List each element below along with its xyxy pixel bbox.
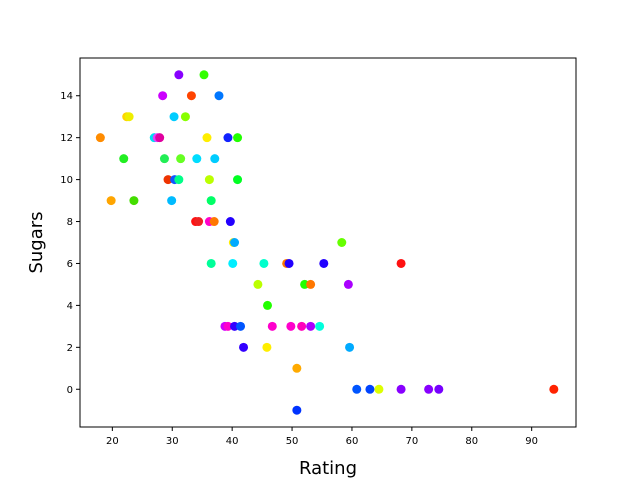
data-point <box>228 258 238 268</box>
y-tick-label: 14 <box>60 91 73 102</box>
data-point <box>223 133 233 143</box>
data-point <box>214 91 224 101</box>
data-point <box>180 112 190 122</box>
data-point <box>119 154 129 164</box>
data-point <box>286 321 296 331</box>
data-point <box>159 154 169 164</box>
data-point <box>262 342 272 352</box>
x-axis-title: Rating <box>299 458 357 479</box>
data-point <box>233 175 243 185</box>
x-tick-label: 20 <box>106 436 119 447</box>
data-point <box>352 384 362 394</box>
data-point <box>174 175 184 185</box>
data-point <box>292 363 302 373</box>
data-point <box>206 196 216 206</box>
data-point <box>259 258 269 268</box>
data-point <box>155 133 165 143</box>
data-point <box>210 154 220 164</box>
data-point <box>306 321 316 331</box>
data-point <box>365 384 375 394</box>
data-point <box>225 217 235 227</box>
data-point <box>230 238 240 247</box>
data-point <box>337 238 347 247</box>
data-point <box>292 405 302 415</box>
data-point <box>169 112 179 122</box>
x-tick-label: 50 <box>286 436 299 447</box>
data-point <box>319 258 329 268</box>
y-tick-label: 6 <box>67 259 73 270</box>
data-point <box>124 112 134 122</box>
data-point <box>374 384 384 394</box>
data-point <box>236 321 246 331</box>
data-point <box>396 258 406 268</box>
data-point <box>206 258 216 268</box>
data-point <box>209 217 219 227</box>
x-tick-label: 60 <box>346 436 359 447</box>
y-axis: 0 2 4 6 8 10 12 14 <box>60 91 80 396</box>
data-point <box>284 258 294 268</box>
data-point <box>194 217 204 227</box>
data-point <box>549 384 559 394</box>
data-point <box>95 133 105 143</box>
data-point <box>202 133 212 143</box>
data-point <box>306 279 316 289</box>
x-axis: 20 30 40 50 60 70 80 90 <box>106 427 538 447</box>
data-point <box>253 279 263 289</box>
data-point <box>176 154 186 164</box>
y-tick-label: 10 <box>60 175 73 186</box>
data-point <box>345 342 355 352</box>
data-point <box>167 196 177 206</box>
y-tick-label: 2 <box>67 343 73 354</box>
data-point <box>158 91 168 101</box>
data-point <box>186 91 196 101</box>
data-point <box>233 133 243 143</box>
plot-frame <box>79 57 577 428</box>
data-point <box>204 175 214 185</box>
data-point <box>192 154 202 164</box>
data-point <box>343 279 353 289</box>
data-point <box>239 342 249 352</box>
x-tick-label: 30 <box>166 436 179 447</box>
data-point <box>315 321 325 331</box>
x-tick-label: 70 <box>405 436 418 447</box>
data-point <box>129 196 139 206</box>
data-point <box>297 321 307 331</box>
data-point <box>106 196 116 206</box>
data-point <box>262 300 272 310</box>
y-tick-label: 0 <box>67 385 73 396</box>
data-point <box>424 384 434 394</box>
data-point <box>174 70 184 80</box>
y-axis-title: Sugars <box>26 211 47 273</box>
data-point <box>223 321 233 331</box>
y-tick-label: 4 <box>67 301 73 312</box>
data-point <box>163 175 173 185</box>
x-tick-label: 90 <box>525 436 538 447</box>
data-point <box>267 321 277 331</box>
points-layer <box>95 70 559 415</box>
data-point <box>396 384 406 394</box>
data-point <box>199 70 209 80</box>
x-tick-label: 40 <box>226 436 239 447</box>
y-tick-label: 8 <box>67 217 73 228</box>
data-point <box>434 384 444 394</box>
y-tick-label: 12 <box>60 133 73 144</box>
x-tick-label: 80 <box>465 436 478 447</box>
